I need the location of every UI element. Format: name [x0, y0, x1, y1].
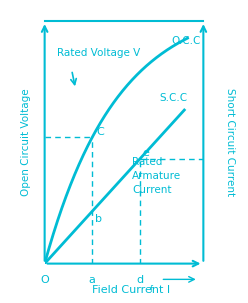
Text: Rated Voltage V: Rated Voltage V	[57, 48, 141, 58]
Text: Open Circuit Voltage: Open Circuit Voltage	[21, 88, 31, 196]
Text: Rated
Armature
Current: Rated Armature Current	[132, 157, 181, 195]
Text: d: d	[136, 275, 143, 285]
Text: O: O	[40, 275, 49, 285]
Text: Field Current I: Field Current I	[92, 285, 170, 295]
Text: C: C	[96, 127, 104, 137]
Text: O.C.C: O.C.C	[172, 36, 201, 46]
Text: a: a	[89, 275, 96, 285]
Text: f: f	[150, 285, 153, 294]
Text: b: b	[95, 214, 102, 224]
Text: e: e	[143, 148, 150, 158]
Text: S.C.C: S.C.C	[159, 93, 187, 103]
Text: Short Circuit Current: Short Circuit Current	[225, 88, 235, 196]
